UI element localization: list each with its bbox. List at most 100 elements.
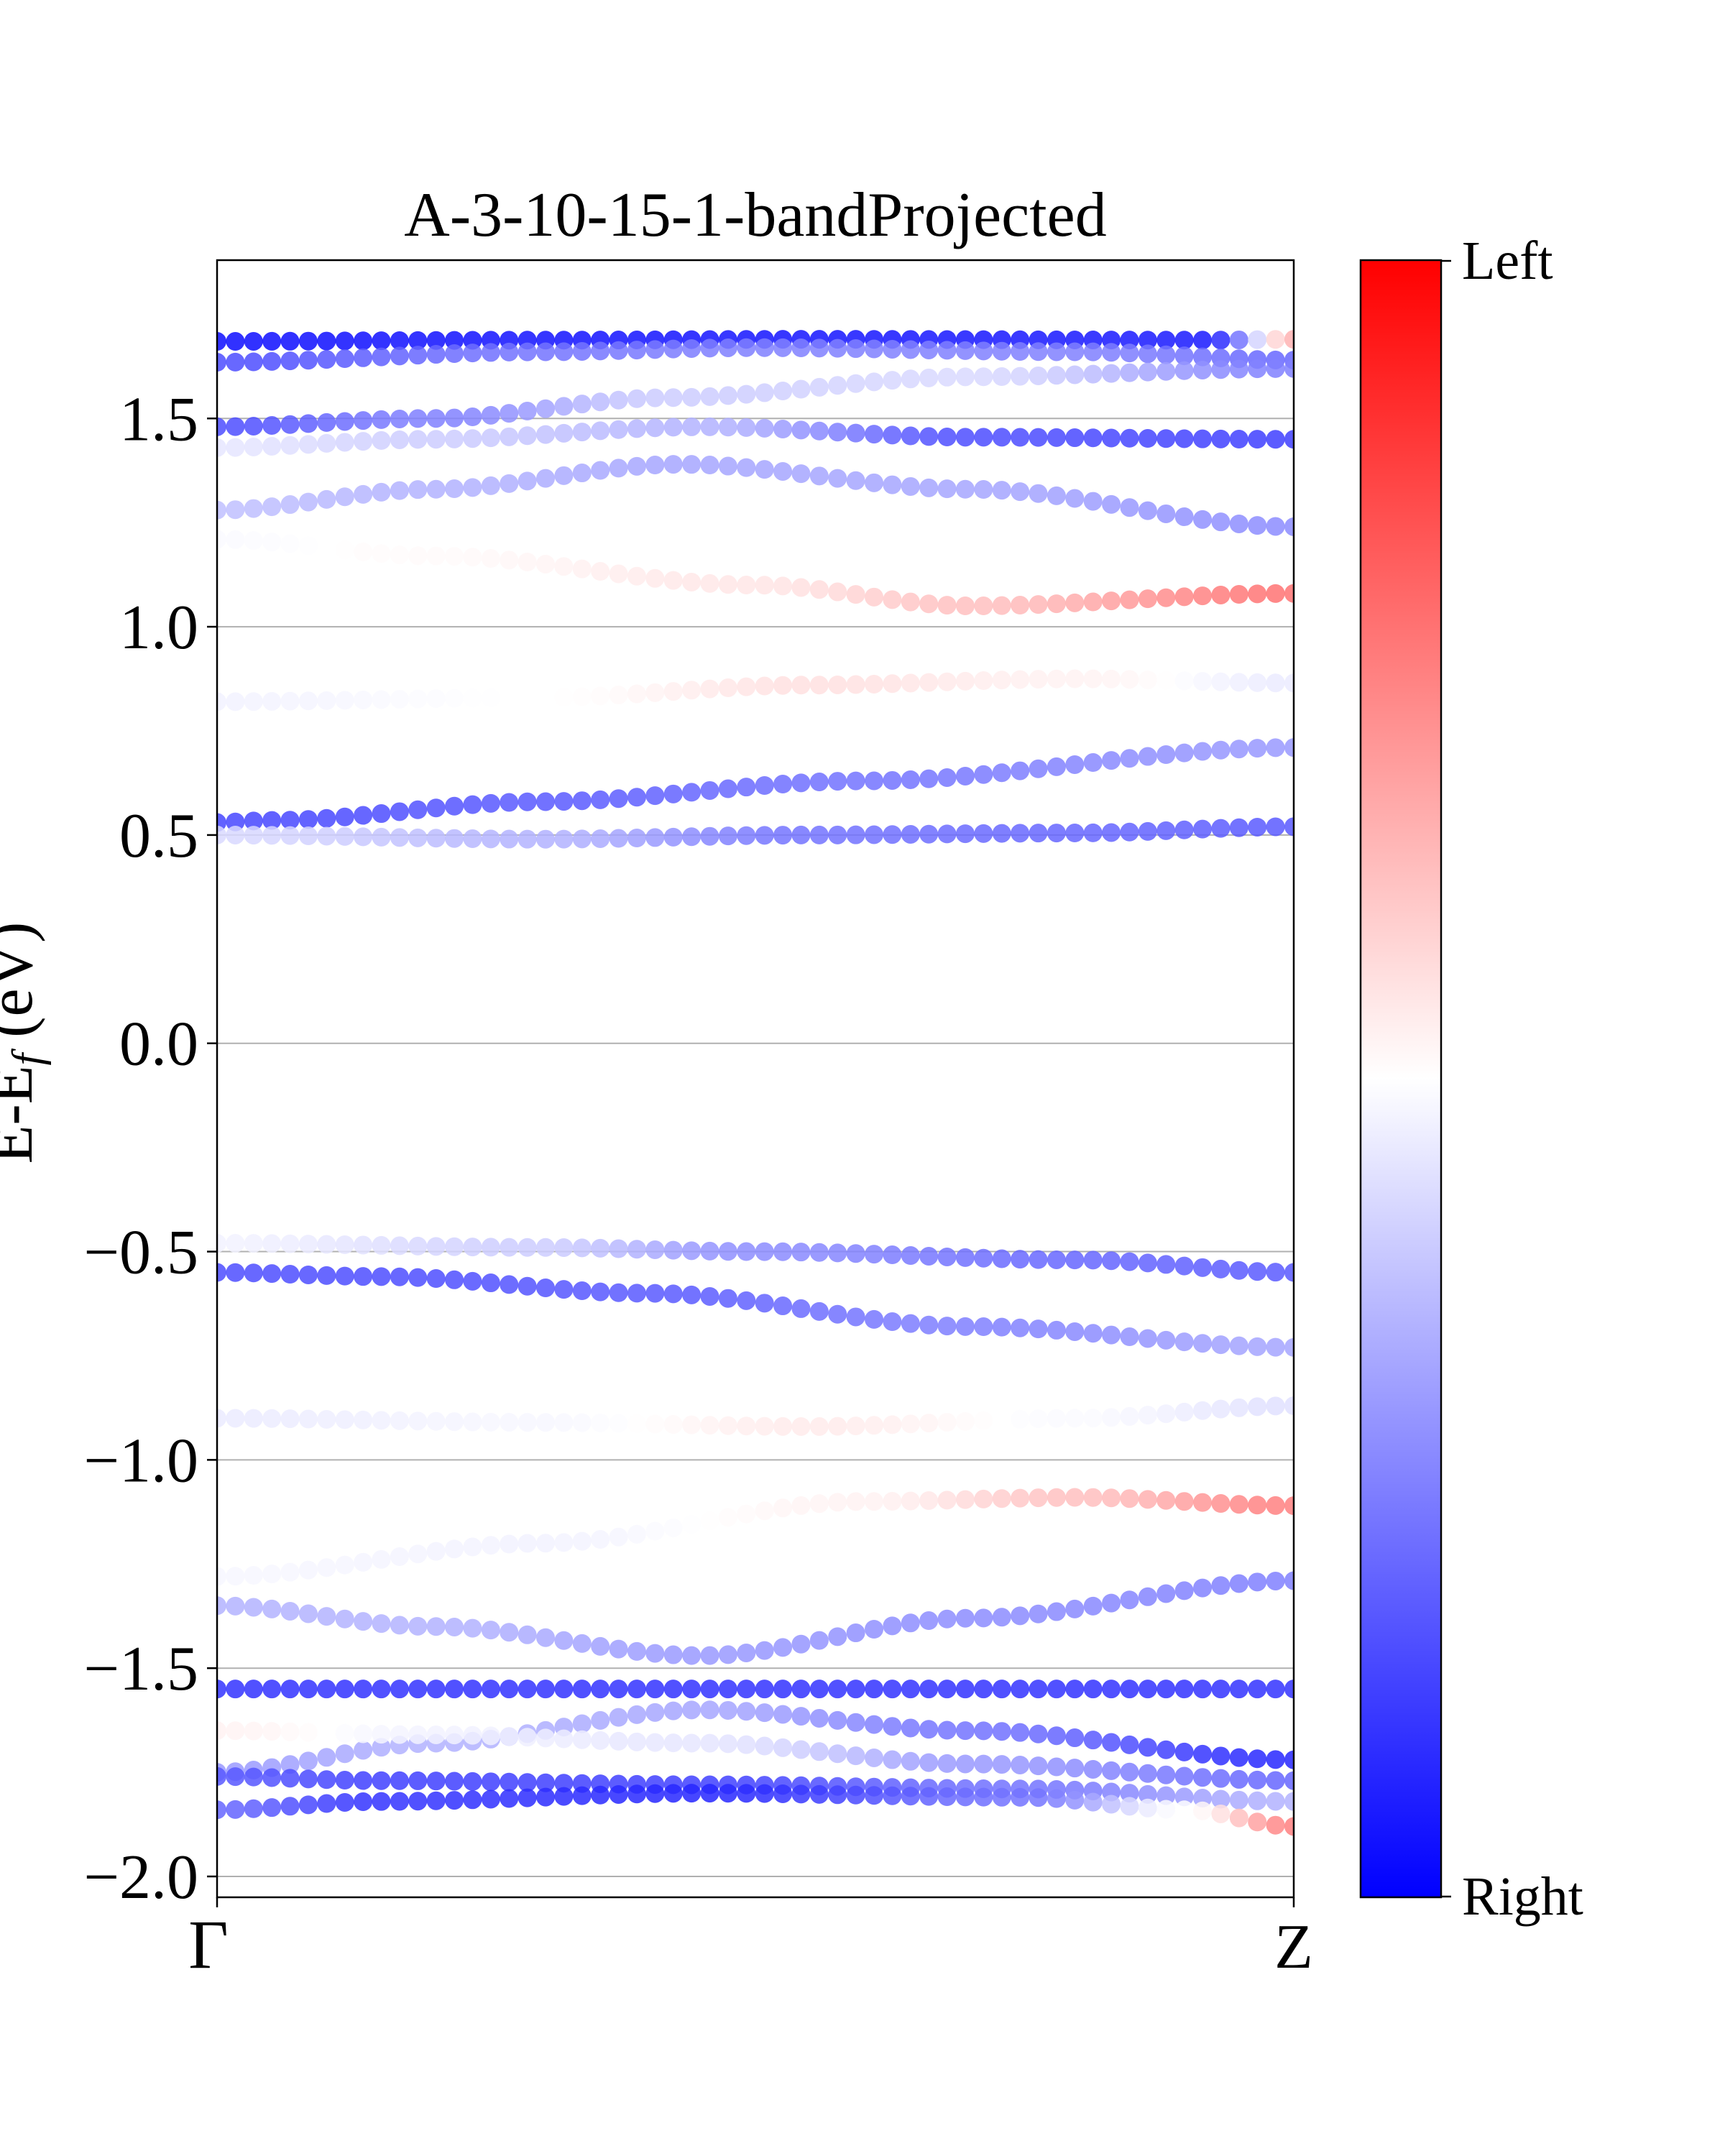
- band-point: [390, 430, 409, 449]
- band-point: [1156, 1404, 1176, 1424]
- band-point: [955, 1490, 975, 1509]
- band-point: [1211, 585, 1230, 604]
- band-point: [354, 1680, 373, 1699]
- band-point: [572, 1714, 592, 1733]
- band-point: [846, 1680, 865, 1699]
- band-point: [408, 1236, 428, 1256]
- band-point: [828, 376, 847, 395]
- band-point: [445, 1237, 464, 1256]
- band-point: [1083, 1792, 1103, 1812]
- band-point: [865, 1416, 884, 1435]
- band-point: [354, 331, 373, 351]
- y-tick-label: −0.5: [83, 1218, 198, 1288]
- band-point: [791, 578, 811, 597]
- band-point: [1138, 429, 1157, 448]
- band-point: [865, 473, 884, 492]
- band-point: [500, 474, 519, 493]
- band-point: [645, 1784, 665, 1803]
- band-point: [317, 1409, 336, 1429]
- band-point: [1229, 740, 1248, 759]
- band-point: [955, 1248, 975, 1267]
- band-point: [1174, 1742, 1194, 1761]
- band-point: [627, 1284, 646, 1303]
- band-point: [992, 1755, 1011, 1774]
- band-point: [828, 1680, 847, 1699]
- band-point: [755, 676, 774, 696]
- band-point: [1102, 591, 1121, 611]
- band-point: [262, 826, 282, 845]
- band-point: [809, 466, 829, 486]
- band-point: [609, 1680, 628, 1699]
- band-point: [262, 533, 282, 552]
- band-point: [500, 1413, 519, 1432]
- band-point: [354, 1741, 373, 1760]
- band-point: [1156, 745, 1176, 765]
- band-point: [992, 481, 1011, 500]
- band-point: [682, 1285, 702, 1304]
- band-point: [737, 1643, 756, 1662]
- band-point: [518, 1276, 537, 1296]
- band-point: [1011, 1409, 1030, 1429]
- band-point: [919, 1720, 939, 1739]
- band-point: [554, 1533, 574, 1552]
- band-point: [1229, 1398, 1248, 1417]
- band-point: [408, 1771, 428, 1790]
- band-point: [1138, 1406, 1157, 1425]
- band-point: [463, 795, 482, 814]
- band-point: [1266, 738, 1285, 757]
- band-point: [298, 1680, 318, 1699]
- band-point: [262, 1722, 282, 1741]
- band-point: [1065, 1599, 1085, 1618]
- band-point: [481, 343, 500, 362]
- band-point: [919, 1315, 939, 1335]
- band-point: [1156, 361, 1176, 381]
- band-point: [846, 1244, 865, 1263]
- band-point: [992, 1410, 1011, 1429]
- band-point: [280, 811, 300, 830]
- band-point: [974, 1248, 993, 1268]
- band-point: [700, 573, 719, 593]
- band-point: [1138, 501, 1157, 520]
- band-point: [354, 484, 373, 504]
- band-point: [354, 1267, 373, 1286]
- band-point: [1102, 428, 1121, 448]
- band-point: [974, 428, 993, 447]
- band-point: [937, 1680, 957, 1699]
- band-point: [244, 1566, 263, 1585]
- band-point: [1138, 821, 1157, 841]
- band-point: [700, 826, 719, 846]
- band-point: [937, 1317, 957, 1336]
- band-point: [737, 778, 756, 797]
- band-point: [919, 1414, 939, 1433]
- band-point: [1211, 429, 1230, 448]
- band-point: [865, 771, 884, 791]
- band-point: [883, 1680, 902, 1699]
- band-point: [1083, 1731, 1103, 1750]
- band-point: [1120, 1406, 1139, 1426]
- band-point: [500, 1680, 519, 1699]
- band-point: [426, 1269, 446, 1289]
- band-point: [408, 828, 428, 847]
- band-point: [609, 564, 628, 584]
- band-point: [426, 1680, 446, 1699]
- band-point: [217, 353, 226, 372]
- band-point: [372, 1680, 391, 1699]
- band-point: [463, 429, 482, 448]
- band-point: [1211, 1399, 1230, 1419]
- band-point: [244, 1598, 263, 1617]
- band-point: [554, 1680, 574, 1699]
- band-point: [536, 1413, 556, 1432]
- band-point: [700, 1511, 719, 1531]
- band-point: [298, 1265, 318, 1284]
- band-point: [390, 545, 409, 565]
- band-point: [809, 421, 829, 441]
- band-point: [217, 530, 226, 549]
- band-point: [518, 1534, 537, 1553]
- band-point: [809, 1742, 829, 1761]
- band-point: [682, 1784, 702, 1803]
- band-point: [1211, 1335, 1230, 1355]
- band-11: [217, 1396, 1294, 1436]
- band-point: [554, 1729, 574, 1749]
- band-point: [481, 1238, 500, 1257]
- band-point: [791, 1634, 811, 1654]
